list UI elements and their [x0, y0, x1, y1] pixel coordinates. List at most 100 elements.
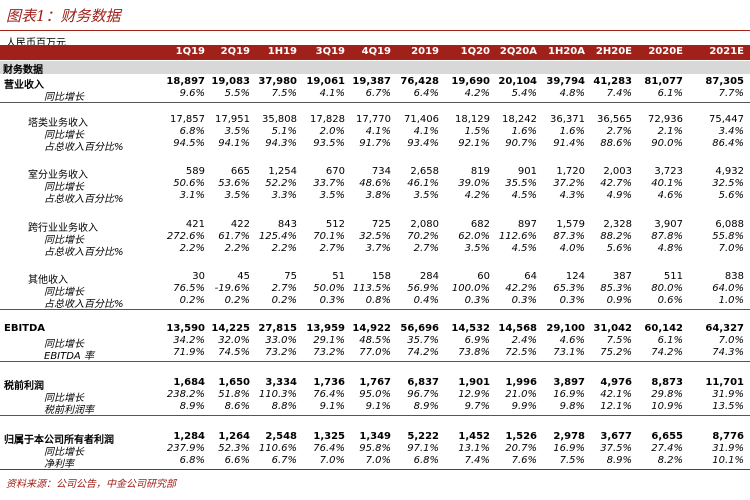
cell-value: 27,815	[258, 323, 297, 334]
cell-value: 7.0%	[319, 455, 345, 466]
cell-value: 10.1%	[712, 455, 744, 466]
table-row: 占总收入百分比% 3.1% 3.5% 3.3% 3.5% 3.8% 3.5% 4.2% 4.5%…	[0, 190, 750, 205]
cell-value: 60,142	[644, 323, 683, 334]
cell-value: 18,129	[455, 114, 490, 125]
cell-value: 6,655	[651, 431, 683, 442]
cell-value: 1,284	[173, 431, 205, 442]
cell-value: 1,526	[505, 431, 537, 442]
cell-value: 3.8%	[365, 190, 391, 201]
cell-value: 3.5%	[464, 243, 490, 254]
section-title: 财务数据	[3, 65, 43, 76]
cell-value: 8.6%	[224, 401, 250, 412]
cell-value: 725	[371, 219, 391, 230]
cell-value: 1,349	[359, 431, 391, 442]
column-header: 2019	[411, 46, 439, 57]
cell-value: 37.5%	[600, 443, 632, 454]
cell-value: 2,978	[553, 431, 585, 442]
cell-value: 18,242	[502, 114, 537, 125]
cell-value: 95.8%	[359, 443, 391, 454]
cell-value: 81,077	[644, 76, 683, 87]
cell-value: 91.7%	[359, 138, 391, 149]
row-label: 同比增长	[44, 130, 84, 141]
table-row: 同比增长 238.2% 51.8% 110.3% 76.4% 95.0% 96.7% 12.9…	[0, 389, 750, 404]
cell-value: 3,677	[600, 431, 632, 442]
cell-value: 2,548	[265, 431, 297, 442]
cell-value: 6.1%	[657, 335, 683, 346]
column-header: 2Q20A	[499, 46, 537, 57]
cell-value: 39,794	[546, 76, 585, 87]
cell-value: 39.0%	[458, 178, 490, 189]
cell-value: 0.4%	[413, 295, 439, 306]
cell-value: 589	[185, 166, 205, 177]
cell-value: 37.2%	[553, 178, 585, 189]
cell-value: 1.0%	[718, 295, 744, 306]
cell-value: 422	[230, 219, 250, 230]
cell-value: 3.5%	[224, 190, 250, 201]
title-divider	[0, 30, 750, 31]
cell-value: 29.1%	[313, 335, 345, 346]
cell-value: 3.1%	[179, 190, 205, 201]
cell-value: 91.4%	[553, 138, 585, 149]
row-label: 占总收入百分比%	[44, 194, 124, 205]
cell-value: 0.3%	[559, 295, 585, 306]
cell-value: 6.6%	[224, 455, 250, 466]
cell-value: 2.4%	[511, 335, 537, 346]
cell-value: 35.5%	[505, 178, 537, 189]
cell-value: 1,996	[505, 377, 537, 388]
cell-value: 4.0%	[559, 243, 585, 254]
cell-value: 4.2%	[464, 190, 490, 201]
cell-value: 3,897	[553, 377, 585, 388]
cell-value: 19,690	[451, 76, 490, 87]
cell-value: 238.2%	[166, 389, 205, 400]
cell-value: 4.1%	[365, 126, 391, 137]
table-row: 同比增长 272.6% 61.7% 125.4% 70.1% 32.5% 70.2% 62.0…	[0, 231, 750, 246]
cell-value: 100.0%	[451, 283, 490, 294]
cell-value: 37,980	[258, 76, 297, 87]
cell-value: 1,901	[458, 377, 490, 388]
cell-value: 94.5%	[173, 138, 205, 149]
cell-value: 20.7%	[505, 443, 537, 454]
cell-value: 110.3%	[258, 389, 297, 400]
cell-value: 76.4%	[313, 443, 345, 454]
cell-value: 272.6%	[166, 231, 205, 242]
cell-value: 75	[284, 271, 297, 282]
cell-value: 73.1%	[553, 347, 585, 358]
group-divider	[0, 309, 750, 310]
cell-value: 70.1%	[313, 231, 345, 242]
table-row: 同比增长 237.9% 52.3% 110.6% 76.4% 95.8% 97.1% 13.1…	[0, 443, 750, 458]
table-bottom-rule	[0, 469, 750, 470]
cell-value: 284	[419, 271, 439, 282]
cell-value: 74.2%	[651, 347, 683, 358]
cell-value: 124	[565, 271, 585, 282]
cell-value: 7.5%	[606, 335, 632, 346]
cell-value: 2.7%	[319, 243, 345, 254]
cell-value: 95.0%	[359, 389, 391, 400]
cell-value: 0.3%	[511, 295, 537, 306]
cell-value: 3.5%	[413, 190, 439, 201]
cell-value: 73.2%	[313, 347, 345, 358]
cell-value: 32.5%	[359, 231, 391, 242]
cell-value: 5.1%	[271, 126, 297, 137]
cell-value: 71,406	[404, 114, 439, 125]
cell-value: 87,305	[705, 76, 744, 87]
cell-value: 42.2%	[505, 283, 537, 294]
cell-value: 74.5%	[218, 347, 250, 358]
row-label: 跨行业业务收入	[28, 223, 98, 234]
cell-value: 8.9%	[413, 401, 439, 412]
cell-value: 5.6%	[718, 190, 744, 201]
cell-value: 6.1%	[657, 88, 683, 99]
table-row: 占总收入百分比% 94.5% 94.1% 94.3% 93.5% 91.7% 93.4% 92…	[0, 138, 750, 153]
column-header: 1H20A	[548, 46, 585, 57]
cell-value: 42.7%	[600, 178, 632, 189]
column-header: 4Q19	[361, 46, 391, 57]
row-label: 同比增长	[44, 235, 84, 246]
column-header: 2Q19	[220, 46, 250, 57]
cell-value: 7.4%	[606, 88, 632, 99]
cell-value: 29.8%	[651, 389, 683, 400]
cell-value: 11,701	[705, 377, 744, 388]
cell-value: 93.5%	[313, 138, 345, 149]
cell-value: -19.6%	[214, 283, 250, 294]
cell-value: 4.6%	[657, 190, 683, 201]
cell-value: 0.3%	[464, 295, 490, 306]
column-header: 1Q20	[460, 46, 490, 57]
